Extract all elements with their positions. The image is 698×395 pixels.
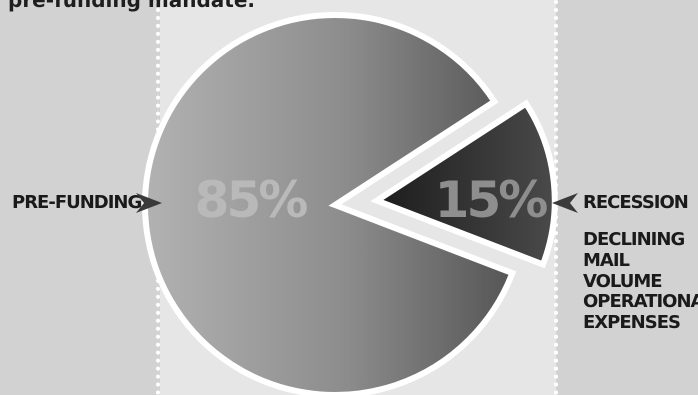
pie-label-15: 15% xyxy=(435,171,548,229)
annotation-operational-expenses: OPERATIONAL EXPENSES xyxy=(583,291,698,333)
arrow-left-icon xyxy=(552,193,578,213)
arrow-right-icon xyxy=(136,193,162,213)
pie-slice-pre-funding xyxy=(142,12,517,395)
header-text: pre-funding mandate. xyxy=(8,0,256,12)
pie-label-85: 85% xyxy=(195,171,308,229)
legend-pre-funding: PRE-FUNDING xyxy=(12,192,142,213)
annotation-declining-mail-volume: DECLINING MAIL VOLUME xyxy=(583,229,685,292)
annotation-recession: RECESSION xyxy=(583,192,689,213)
pie-slice-recession xyxy=(370,99,558,269)
